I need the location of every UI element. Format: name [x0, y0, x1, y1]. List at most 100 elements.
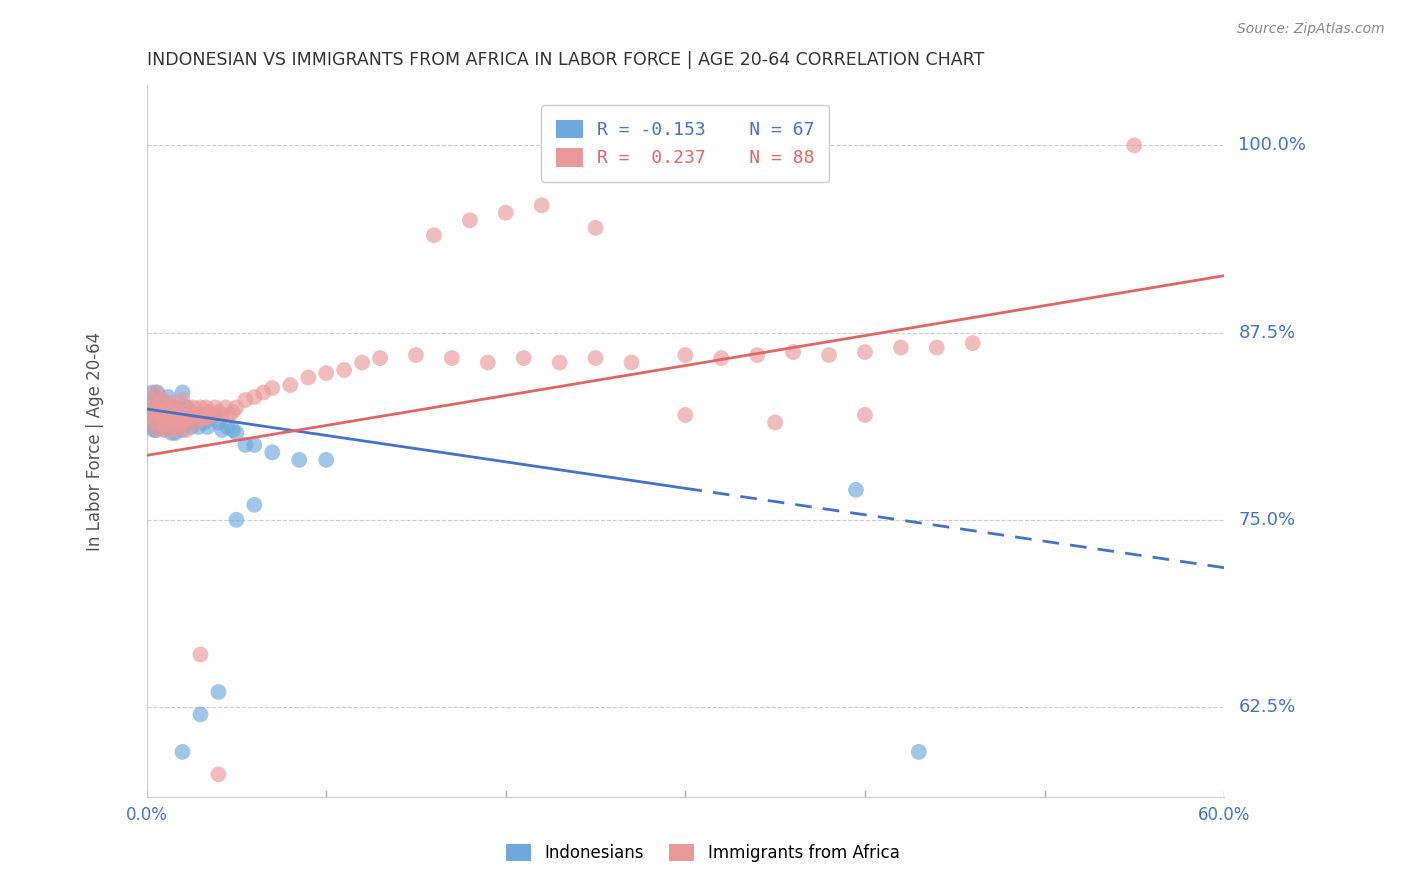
Point [191, 411, 214, 425]
Point [262, 445, 284, 459]
Point [153, 420, 176, 434]
Point [148, 392, 170, 407]
Point [530, 198, 553, 212]
Point [159, 408, 181, 422]
Point [159, 420, 181, 434]
Point [160, 396, 183, 410]
Legend: Indonesians, Immigrants from Africa: Indonesians, Immigrants from Africa [498, 836, 908, 871]
Point [235, 392, 257, 407]
Point [190, 401, 212, 415]
Point [495, 206, 517, 220]
Point [190, 707, 212, 722]
Point [170, 408, 193, 422]
Point [585, 220, 607, 235]
Point [207, 685, 229, 699]
Text: INDONESIAN VS IMMIGRANTS FROM AFRICA IN LABOR FORCE | AGE 20-64 CORRELATION CHAR: INDONESIAN VS IMMIGRANTS FROM AFRICA IN … [146, 51, 984, 69]
Point [297, 370, 319, 384]
Point [162, 416, 184, 430]
Point [782, 345, 804, 359]
Point [149, 405, 172, 419]
Point [142, 401, 165, 415]
Point [180, 420, 202, 434]
Point [165, 408, 187, 422]
Point [763, 416, 786, 430]
Point [174, 411, 197, 425]
Point [315, 453, 337, 467]
Point [673, 408, 696, 422]
Point [152, 420, 174, 434]
Point [925, 341, 948, 355]
Point [440, 351, 463, 365]
Point [186, 408, 208, 422]
Point [167, 401, 190, 415]
Point [166, 416, 188, 430]
Point [177, 401, 200, 415]
Point [149, 416, 172, 430]
Point [155, 401, 177, 415]
Point [710, 351, 733, 365]
Point [204, 401, 226, 415]
Point [179, 408, 201, 422]
Point [225, 425, 247, 440]
Point [262, 381, 284, 395]
Point [172, 392, 194, 407]
Point [167, 420, 190, 434]
Point [187, 420, 209, 434]
Point [333, 363, 356, 377]
Point [405, 348, 427, 362]
Point [423, 228, 446, 243]
Text: 100.0%: 100.0% [1239, 136, 1306, 154]
Point [200, 408, 222, 422]
Point [146, 423, 169, 437]
Point [194, 401, 217, 415]
Point [172, 745, 194, 759]
Point [152, 396, 174, 410]
Point [157, 416, 180, 430]
Point [278, 378, 301, 392]
Point [368, 351, 391, 365]
Point [159, 401, 181, 415]
Point [458, 213, 481, 227]
Point [170, 408, 193, 422]
Point [193, 416, 215, 430]
Point [155, 408, 177, 422]
Point [548, 355, 571, 369]
Point [907, 745, 929, 759]
Point [142, 423, 165, 437]
Legend: R = -0.153    N = 67, R =  0.237    N = 88: R = -0.153 N = 67, R = 0.237 N = 88 [541, 105, 830, 182]
Point [207, 416, 229, 430]
Text: 62.5%: 62.5% [1239, 698, 1296, 716]
Point [252, 385, 274, 400]
Point [512, 351, 534, 365]
Point [204, 408, 226, 422]
Point [211, 423, 233, 437]
Point [174, 423, 197, 437]
Point [179, 411, 201, 425]
Point [177, 405, 200, 419]
Point [148, 411, 170, 425]
Point [225, 401, 247, 415]
Point [174, 401, 197, 415]
Point [172, 385, 194, 400]
Point [853, 408, 876, 422]
Point [193, 408, 215, 422]
Text: Source: ZipAtlas.com: Source: ZipAtlas.com [1237, 22, 1385, 37]
Point [148, 396, 170, 410]
Point [845, 483, 868, 497]
Point [853, 345, 876, 359]
Point [962, 336, 984, 351]
Point [207, 767, 229, 781]
Point [145, 423, 167, 437]
Point [620, 355, 643, 369]
Point [149, 416, 172, 430]
Point [153, 405, 176, 419]
Point [200, 411, 222, 425]
Point [145, 401, 167, 415]
Point [190, 411, 212, 425]
Point [146, 385, 169, 400]
Point [218, 408, 240, 422]
Point [181, 401, 204, 415]
Point [141, 416, 163, 430]
Point [184, 416, 207, 430]
Point [157, 423, 180, 437]
